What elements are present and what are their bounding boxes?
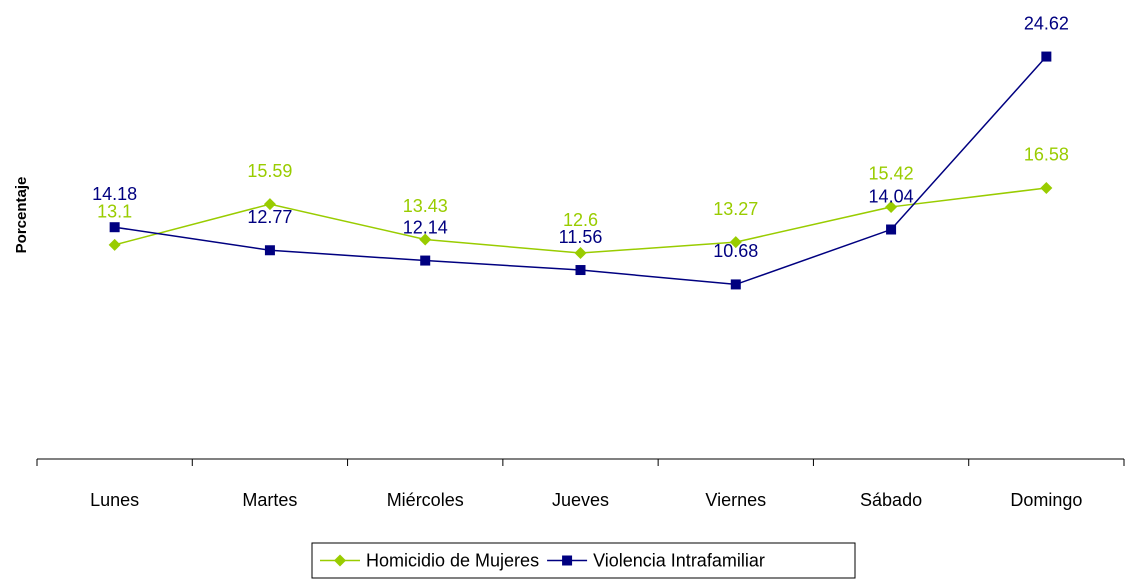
x-tick-label: Lunes xyxy=(90,490,139,510)
data-label: 13.1 xyxy=(97,202,132,222)
data-label: 12.6 xyxy=(563,210,598,230)
legend-marker xyxy=(562,555,573,566)
data-label: 24.62 xyxy=(1024,13,1069,33)
data-point xyxy=(420,255,431,266)
data-point xyxy=(886,224,897,235)
data-point xyxy=(264,245,275,256)
x-tick-label: Martes xyxy=(242,490,297,510)
x-tick-label: Jueves xyxy=(552,490,609,510)
data-point xyxy=(1041,51,1052,62)
legend-label: Homicidio de Mujeres xyxy=(366,550,539,570)
data-label: 12.77 xyxy=(247,207,292,227)
data-label: 13.43 xyxy=(403,196,448,216)
data-label: 15.42 xyxy=(869,164,914,184)
data-point xyxy=(263,198,276,211)
data-label: 15.59 xyxy=(247,161,292,181)
x-tick-label: Domingo xyxy=(1010,490,1082,510)
data-point xyxy=(885,200,898,213)
data-point xyxy=(419,233,432,246)
data-label: 12.14 xyxy=(403,217,448,237)
data-point xyxy=(1040,181,1053,194)
data-point xyxy=(109,222,120,233)
x-tick-label: Miércoles xyxy=(387,490,464,510)
data-label: 11.56 xyxy=(559,227,603,247)
data-label: 14.18 xyxy=(92,184,137,204)
data-label: 14.04 xyxy=(869,186,914,206)
x-tick-label: Viernes xyxy=(705,490,766,510)
data-label: 10.68 xyxy=(713,241,758,261)
x-tick-label: Sábado xyxy=(860,490,922,510)
data-point xyxy=(730,279,741,290)
data-point xyxy=(108,238,121,251)
data-point xyxy=(575,265,586,276)
data-point xyxy=(729,236,742,249)
data-label: 13.27 xyxy=(713,199,758,219)
legend-marker xyxy=(334,554,346,567)
legend-label: Violencia Intrafamiliar xyxy=(593,550,765,570)
data-point xyxy=(574,247,587,260)
y-axis-label: Porcentaje xyxy=(13,177,30,254)
data-label: 16.58 xyxy=(1024,145,1069,165)
